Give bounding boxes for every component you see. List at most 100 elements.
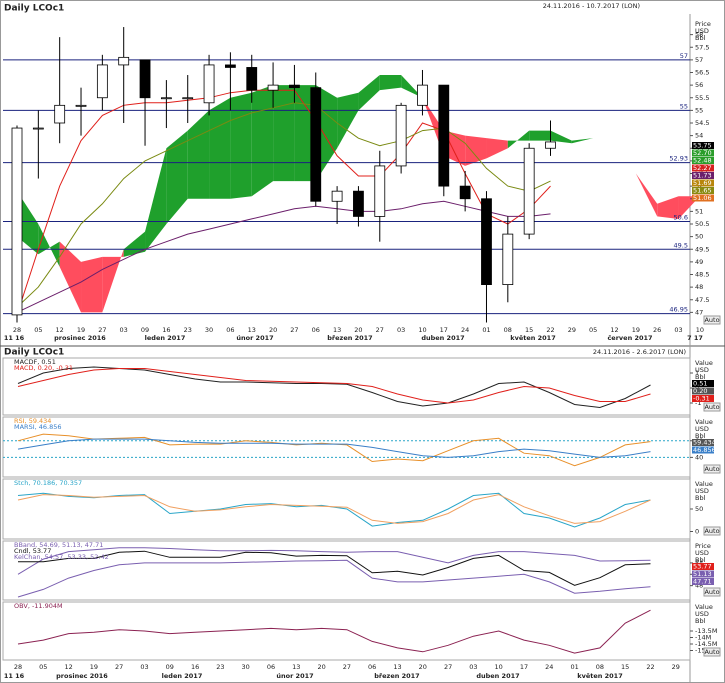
x-tick-label: 27 [376,326,384,334]
x-tick-label: 23 [216,663,224,671]
legend-entry: MACD, 0.20, -0.31 [14,364,73,372]
x-tick-label: 24 [545,663,553,671]
price-tag [692,179,714,187]
auto-label: Auto [704,316,719,324]
x-tick-label: 10 [696,326,704,334]
x-tick-label: 06 [312,326,320,334]
cloud [337,92,359,149]
y-tick-label: 50.5 [695,220,709,228]
cloud [145,148,167,252]
price-tag [692,446,714,454]
x-tick-label: 19 [90,663,98,671]
price-tag [692,563,714,570]
y-tick-label: 0 [695,528,699,536]
axis-label: Value [695,603,713,611]
level-label: 57 [680,52,688,60]
x-tick-label: 26 [653,326,661,334]
month-label: květen 2017 [577,672,622,680]
x-tick-label: 03 [120,326,128,334]
y-tick-label: 49.5 [695,245,709,253]
x-tick-label: 20 [354,326,362,334]
x-tick-label: 01 [482,326,490,334]
price-tag [692,142,714,149]
price-tag [692,187,714,194]
price-tag-label: 47.71 [693,578,712,586]
y-tick-label: 54.5 [695,119,709,127]
x-tick-label: 13 [393,663,401,671]
candle-body [203,64,215,104]
price-tag-label: 51.69 [693,179,712,187]
candle-body [289,84,300,89]
y-tick-label: 56.5 [695,69,709,77]
auto-button [703,315,721,325]
candle-body [481,198,492,285]
x-tick-label: 12 [64,663,72,671]
x-tick-label: 16 [191,663,199,671]
price-tag-label: 52.70 [693,149,712,157]
price-tag-label: 0.51 [693,380,707,388]
candle-body [224,64,236,68]
x-tick-label: 17 [520,663,528,671]
cloud [358,75,380,111]
level-label: 50.6 [674,213,688,221]
candle-body [139,59,151,99]
x-tick-label: 28 [13,326,21,334]
price-tag [692,194,714,202]
axis-label: USD [695,610,709,618]
candle-body [331,190,343,202]
axis-label: USD [695,549,709,557]
x-tick-label: 28 [14,663,22,671]
axis-label: USD [695,366,709,374]
candle-body [160,97,172,100]
y-tick-label: 40 [695,453,703,461]
legend-entry: KelChan, 54.57, 53.33, 52.42 [14,553,109,561]
x-tick-label: 22 [546,326,554,334]
y-tick-label: 48 [695,283,703,291]
month-label: květen 2017 [510,334,555,342]
panel [2,540,691,601]
x-tick-label: 08 [596,663,604,671]
cloud [187,110,210,199]
axis-label: Bbl [695,494,706,502]
month-label: 11 16 [4,334,25,342]
indicator-line [17,368,651,404]
price-tag [692,570,714,578]
x-tick-label: 10 [495,663,503,671]
x-tick-label: 05 [589,326,597,334]
candle-body [417,84,428,106]
price-tag-label: 52.48 [693,157,712,165]
axis-label: Value [695,359,713,367]
cloud [273,85,295,182]
x-tick-label: 03 [469,663,477,671]
indicator-line [17,609,651,654]
price-tag [692,157,714,164]
cloud [465,135,487,166]
y-tick-label: -13.5M [695,627,717,635]
axis-label: USD [695,27,709,35]
price-tag [692,578,714,585]
y-tick-label: 55 [695,106,703,114]
candle-body [545,141,556,149]
x-tick-label: 15 [525,326,533,334]
legend-entry: MARSI, 46.856 [14,423,62,431]
indicator-line [17,547,651,575]
x-tick-label: 27 [98,326,106,334]
x-tick-label: 05 [39,663,47,671]
y-tick-label: 50 [695,505,703,513]
auto-label: Auto [704,588,719,596]
month-label: březen 2017 [374,672,419,680]
axis-label: Bbl [695,617,706,625]
axis-label: Bbl [695,556,706,564]
x-tick-label: 20 [269,326,277,334]
legend-entry: BBand, 54.69, 51.13, 47.71 [14,541,103,549]
indicator-line [16,200,551,313]
axis-label: Bbl [695,432,706,440]
y-tick-label: -15M [695,647,711,655]
x-tick-label: 19 [77,326,85,334]
price-tag-label: 53.75 [693,142,712,150]
price-tag [692,387,714,395]
auto-button [703,526,721,536]
legend-entry: Cndl, 53.77 [14,547,51,555]
x-tick-label: 13 [292,663,300,671]
x-tick-label: 09 [141,326,149,334]
